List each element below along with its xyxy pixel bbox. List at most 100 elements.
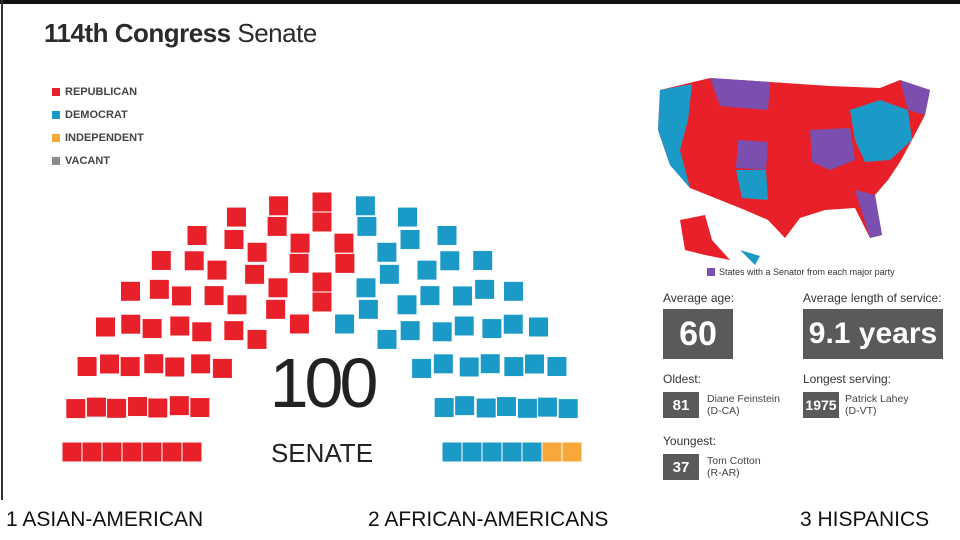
seat	[148, 398, 168, 418]
footer-item: 3 HISPANICS	[800, 508, 930, 531]
seat	[86, 397, 106, 417]
map-nm	[736, 170, 768, 200]
seat	[480, 354, 500, 374]
seat	[459, 357, 479, 377]
hemicycle: 100 SENATE	[62, 192, 582, 468]
seat	[398, 207, 418, 227]
seat	[289, 314, 309, 334]
seat	[476, 398, 496, 418]
seat	[432, 322, 452, 342]
person-party: (D-VT)	[845, 405, 877, 417]
seat	[379, 264, 399, 284]
seat	[420, 286, 440, 306]
seat	[266, 299, 286, 319]
seat	[290, 233, 310, 253]
seat	[417, 260, 437, 280]
map-west	[658, 84, 692, 188]
seat	[62, 442, 82, 462]
seat	[400, 230, 420, 250]
seat	[128, 397, 148, 417]
seat	[82, 442, 102, 462]
person-name: Patrick Lahey	[845, 393, 909, 405]
stat-value: 1975	[803, 392, 839, 418]
seat	[558, 399, 578, 419]
seat	[170, 316, 190, 336]
seat	[226, 207, 246, 227]
map-florida	[855, 190, 882, 238]
map-midwest	[810, 128, 855, 170]
stat-label: Oldest:	[663, 372, 702, 386]
seat	[335, 314, 355, 334]
stat-value: 9.1 years	[803, 309, 943, 359]
seat	[455, 396, 475, 416]
seat	[524, 354, 544, 374]
map-caption-text: States with a Senator from each major pa…	[719, 267, 895, 277]
seat	[165, 357, 185, 377]
map-north	[710, 78, 770, 110]
seat	[149, 279, 169, 299]
seat	[312, 272, 332, 292]
seat	[269, 196, 289, 216]
seat	[562, 442, 582, 462]
seat-total: 100	[270, 344, 377, 422]
seat	[267, 216, 287, 236]
seat	[191, 354, 211, 374]
seat	[454, 316, 474, 336]
seat	[95, 317, 115, 337]
seat	[212, 358, 232, 378]
seat	[144, 354, 164, 374]
seat	[66, 399, 86, 419]
legend-swatch	[52, 87, 60, 96]
seat	[434, 398, 454, 418]
seat	[538, 397, 558, 417]
seat	[356, 278, 376, 298]
legend: REPUBLICAN DEMOCRAT INDEPENDENT VACANT	[52, 80, 144, 172]
person-name: Diane Feinstein	[707, 393, 780, 405]
seat	[268, 278, 288, 298]
seat	[529, 317, 549, 337]
seat	[102, 442, 122, 462]
footer-item: 2 AFRICAN-AMERICANS	[368, 508, 609, 531]
seat	[122, 442, 142, 462]
seat	[100, 354, 120, 374]
seat	[334, 233, 354, 253]
title-rest: Senate	[237, 18, 317, 48]
seat	[504, 281, 524, 301]
seat	[442, 442, 462, 462]
seat	[245, 264, 265, 284]
seat	[502, 442, 522, 462]
seat	[482, 442, 502, 462]
legend-label: INDEPENDENT	[65, 131, 144, 144]
seat	[151, 250, 171, 270]
stat-label: Longest serving:	[803, 372, 892, 386]
seat	[142, 319, 162, 339]
seat	[184, 251, 204, 271]
top-border	[0, 0, 960, 4]
seat	[224, 321, 244, 341]
person-name: Tom Cotton	[707, 455, 761, 467]
seat	[171, 286, 191, 306]
legend-item: INDEPENDENT	[52, 126, 144, 149]
legend-item: REPUBLICAN	[52, 80, 144, 103]
seat	[190, 398, 210, 418]
map-alaska	[680, 215, 730, 260]
map-maine	[900, 80, 930, 115]
legend-label: DEMOCRAT	[65, 108, 128, 121]
seat	[247, 242, 267, 262]
seat	[412, 358, 432, 378]
legend-item: DEMOCRAT	[52, 103, 144, 126]
legend-label: REPUBLICAN	[65, 85, 138, 98]
seat	[547, 356, 567, 376]
map-northeast	[850, 100, 912, 162]
stat-value: 37	[663, 454, 699, 480]
person-party: (R-AR)	[707, 467, 740, 479]
map-hawaii	[740, 250, 760, 265]
map-caption: States with a Senator from each major pa…	[707, 267, 895, 277]
seat	[433, 354, 453, 374]
seat	[482, 319, 502, 339]
seat	[107, 398, 127, 418]
legend-item: VACANT	[52, 149, 144, 172]
legend-label: VACANT	[65, 154, 111, 167]
seat	[182, 442, 202, 462]
